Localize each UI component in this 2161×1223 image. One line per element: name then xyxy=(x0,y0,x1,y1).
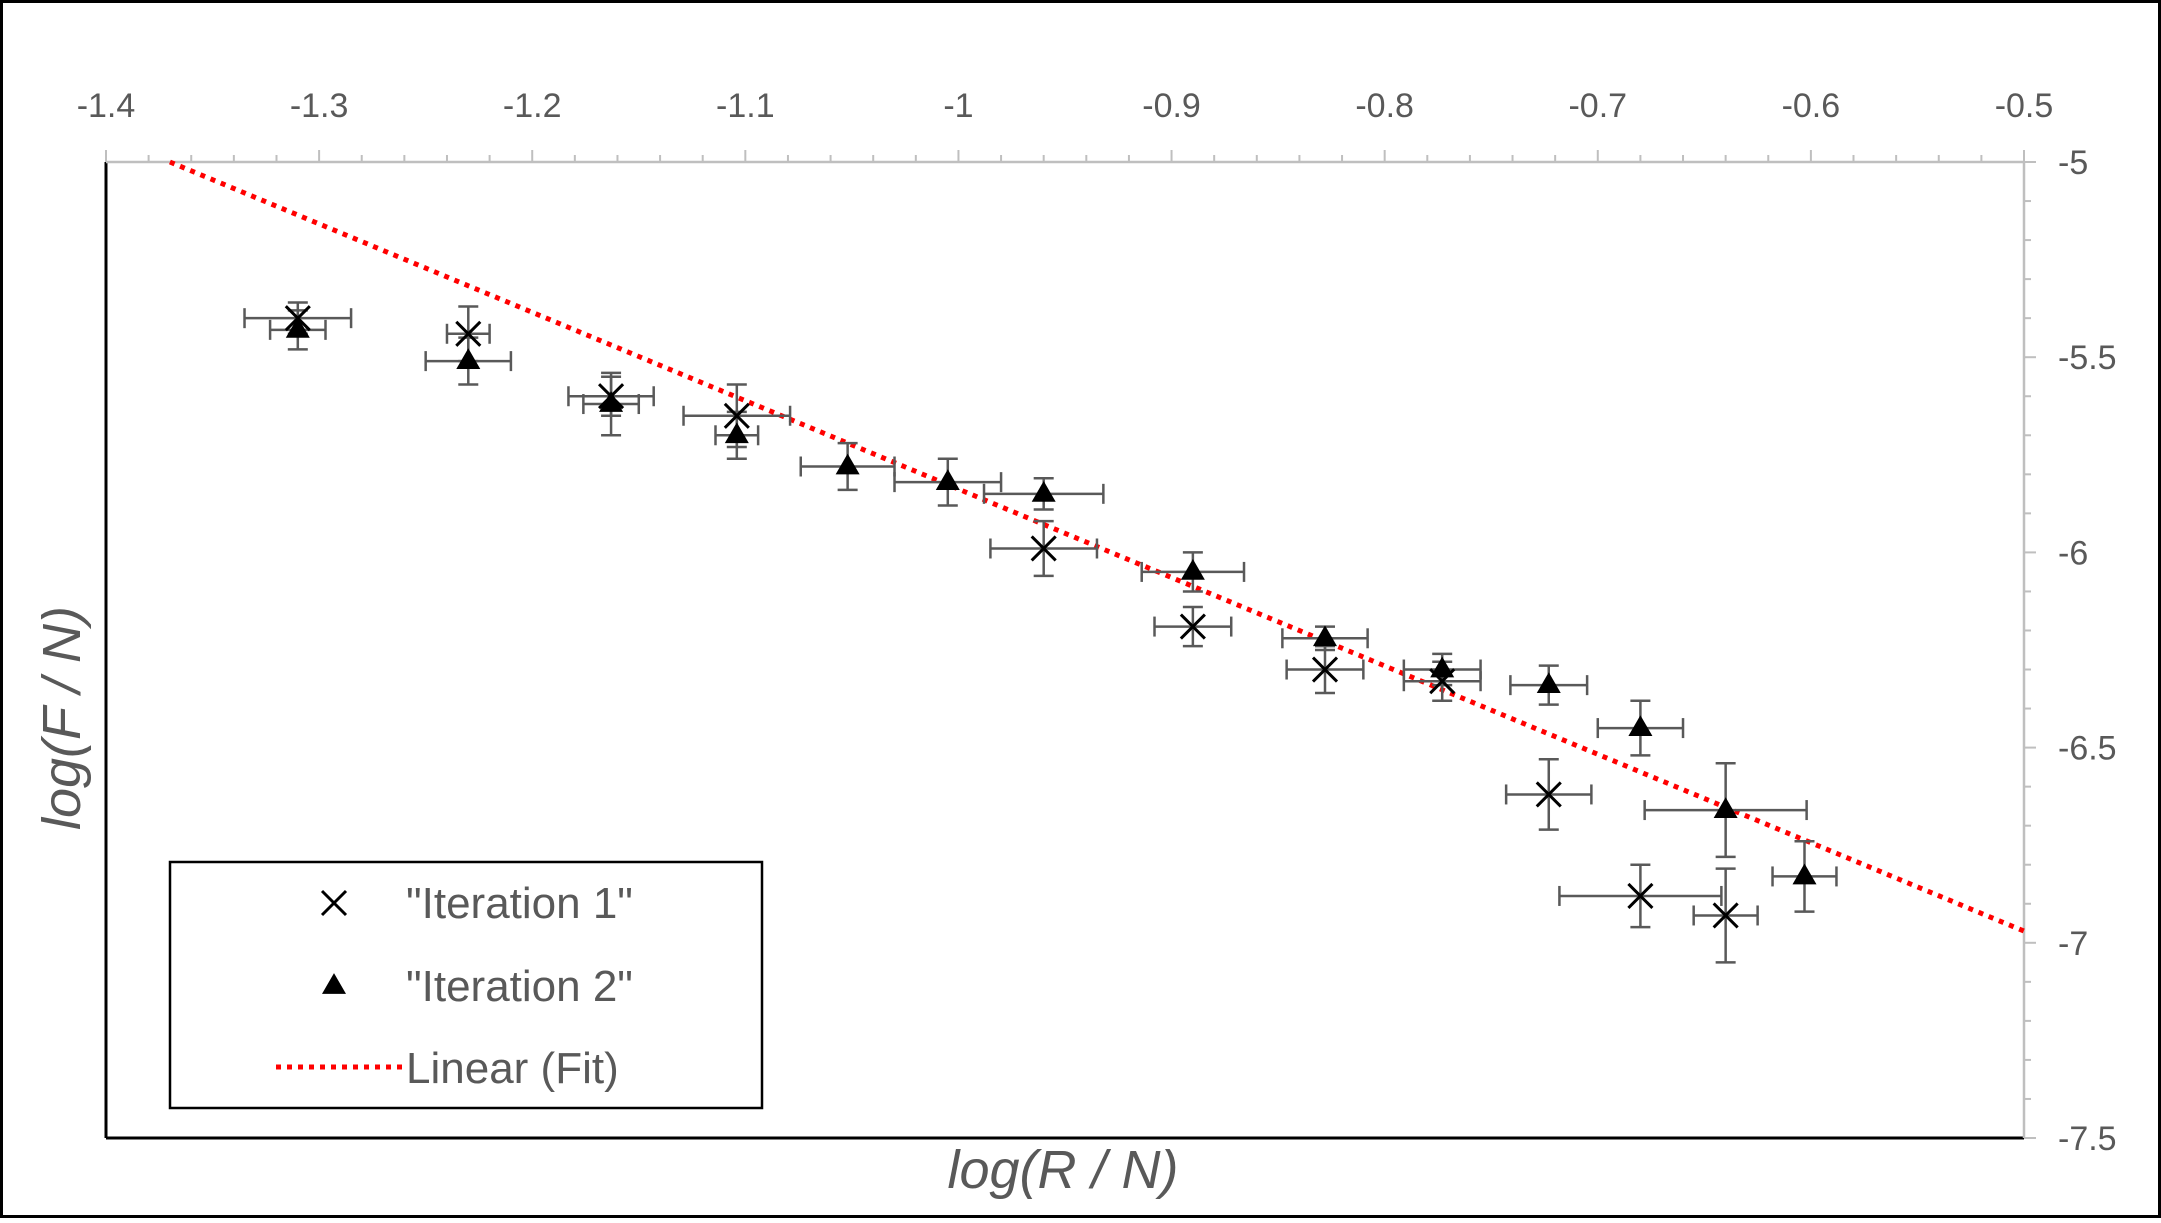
x-marker-stroke xyxy=(1712,902,1739,929)
y-tick-label: -7.5 xyxy=(2058,1120,2117,1158)
iteration-2-point-2 xyxy=(599,391,624,412)
iteration-2-point-4 xyxy=(835,453,860,475)
x-marker-stroke xyxy=(1535,781,1562,808)
iteration-2-point-1 xyxy=(456,348,481,369)
legend-label-iteration-1: "Iteration 1" xyxy=(406,879,633,928)
y-tick-label: -7 xyxy=(2058,925,2088,963)
iteration-1-point-5 xyxy=(1179,613,1206,640)
legend-triangle-symbol xyxy=(322,973,346,994)
iteration-2-point-12 xyxy=(1713,797,1738,818)
x-tick-label: -0.5 xyxy=(1995,87,2054,125)
x-tick-label: -1.1 xyxy=(716,87,775,125)
iteration-2-point-13 xyxy=(1792,863,1817,885)
iteration-1-point-4 xyxy=(1030,535,1057,562)
x-marker-stroke xyxy=(455,320,482,347)
legend-x-symbol xyxy=(320,889,348,917)
y-tick-label: -5.5 xyxy=(2058,339,2117,377)
x-tick-label: -1.3 xyxy=(290,87,349,125)
legend-marker-iteration-1 xyxy=(320,889,348,917)
plot-area xyxy=(104,162,2024,1140)
iteration-2-point-7 xyxy=(1180,559,1205,580)
y-axis-title: log(F / N) xyxy=(32,606,92,830)
x-tick-label: -0.6 xyxy=(1782,87,1841,125)
x-tick-label: -1.2 xyxy=(503,87,562,125)
iteration-2-point-3 xyxy=(724,422,749,444)
iteration-1-errorbar-7 xyxy=(1402,660,1482,703)
x-tick-label: -1.4 xyxy=(77,87,136,125)
legend-label-fit: Linear (Fit) xyxy=(406,1044,619,1093)
iteration-1-point-8 xyxy=(1535,781,1562,808)
x-tick-label: -0.9 xyxy=(1142,87,1201,125)
iteration-1-point-3 xyxy=(723,402,750,429)
x-marker-stroke xyxy=(1627,882,1654,910)
iteration-1-point-1 xyxy=(455,320,482,347)
iteration-2-point-6 xyxy=(1031,480,1056,502)
iteration-2-point-10 xyxy=(1536,672,1561,694)
iteration-2-point-5 xyxy=(935,469,960,491)
x-marker-stroke xyxy=(1179,613,1206,640)
x-marker-stroke xyxy=(1030,535,1057,562)
legend-box xyxy=(168,860,764,1110)
iteration-2-point-0 xyxy=(285,317,310,338)
x-tick-label: -0.7 xyxy=(1568,87,1627,125)
iteration-2-point-9 xyxy=(1430,656,1455,678)
x-axis-title: log(R / N) xyxy=(947,1140,1178,1200)
legend: "Iteration 1" "Iteration 2" Linear (Fit) xyxy=(168,860,764,1110)
x-marker-stroke xyxy=(320,889,348,917)
iteration-1-point-10 xyxy=(1712,902,1739,929)
legend-label-iteration-2: "Iteration 2" xyxy=(406,962,633,1011)
x-marker-stroke xyxy=(723,402,750,429)
y-tick-label: -6 xyxy=(2058,534,2088,572)
y-tick-label: -6.5 xyxy=(2058,730,2117,768)
x-tick-label: -0.8 xyxy=(1355,87,1414,125)
legend-marker-iteration-2 xyxy=(322,973,346,994)
iteration-1-point-6 xyxy=(1311,656,1339,683)
x-marker-stroke xyxy=(1311,656,1339,683)
iteration-2-point-11 xyxy=(1628,715,1653,736)
x-tick-label: -1 xyxy=(943,87,973,125)
iteration-2-point-8 xyxy=(1312,625,1337,647)
axes: -1.4 -1.3 -1.2 -1.1 -1 -0.9 -0.8 -0.7 -0.6 -0.5-5… xyxy=(77,87,2117,1158)
markers xyxy=(284,305,1817,929)
y-tick-label: -5 xyxy=(2058,144,2088,182)
iteration-1-point-9 xyxy=(1627,882,1654,910)
